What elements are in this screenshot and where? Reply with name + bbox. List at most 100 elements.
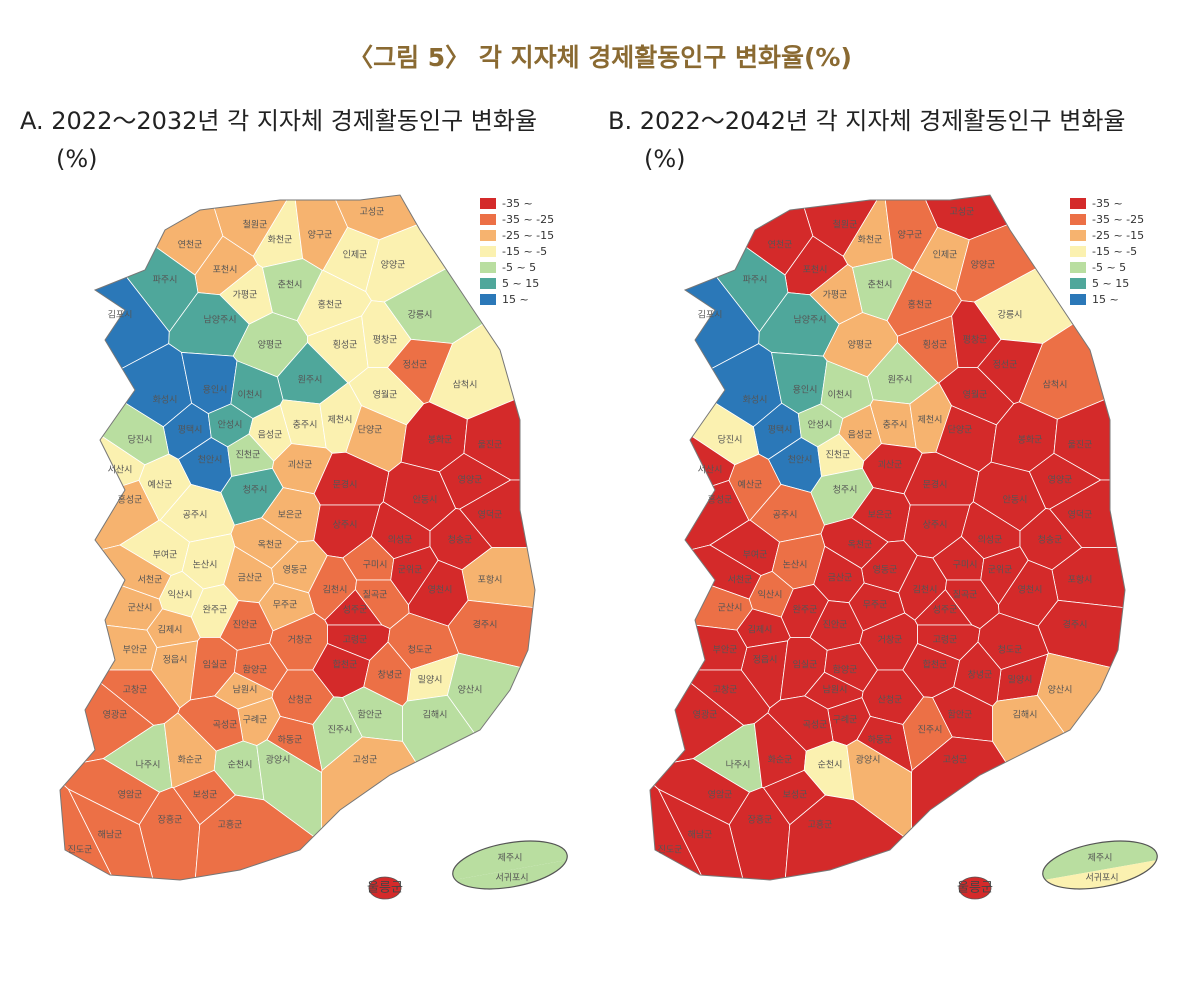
region-label: 강릉시	[408, 310, 433, 321]
region-label: 김천시	[913, 584, 938, 596]
region-label: 이천시	[828, 390, 853, 401]
region-label: 울진군	[1068, 440, 1093, 451]
region-label: 밀양시	[418, 674, 443, 686]
region-label: 춘천시	[278, 280, 303, 291]
region-label: 칠곡군	[363, 590, 388, 601]
region-label: 철원군	[243, 220, 268, 231]
legend-label: -35 ~	[502, 197, 533, 210]
region-label: 영월군	[373, 389, 398, 401]
region-label: 구미시	[953, 560, 978, 571]
region-label: 무주군	[863, 600, 888, 611]
region	[138, 786, 201, 880]
region-label: 하동군	[278, 735, 303, 746]
region-label: 완주군	[203, 605, 228, 616]
region-label: 화성시	[153, 395, 178, 406]
region-label: 연천군	[768, 240, 793, 251]
coastline	[452, 840, 568, 890]
region	[402, 694, 535, 880]
legend-label: -35 ~	[1092, 197, 1123, 210]
region-label: 청송군	[1038, 535, 1063, 546]
region-label: 부안군	[713, 645, 738, 656]
region-label: 양구군	[898, 230, 923, 241]
legend-label: -25 ~ -15	[502, 229, 554, 242]
region-label: 영월군	[963, 389, 988, 401]
region-label: 성주군	[343, 605, 368, 616]
region-label: 포천시	[213, 265, 238, 276]
region-label: 군산시	[718, 603, 743, 614]
region-label: 삼척시	[453, 380, 478, 391]
region-label: 옥천군	[848, 540, 873, 551]
region-label: 서산시	[698, 465, 723, 476]
figure-title: 〈그림 5〉 각 지자체 경제활동인구 변화율(%)	[348, 43, 852, 72]
region-label: 포항시	[1068, 575, 1093, 586]
region-label: 공주시	[183, 510, 208, 521]
region-label: 진도군	[658, 845, 683, 856]
island	[449, 833, 570, 881]
region-label: 보성군	[783, 790, 808, 801]
region-label: 화순군	[178, 755, 203, 766]
region	[650, 767, 730, 880]
region-label: 인제군	[343, 250, 368, 261]
legend-label: -15 ~ -5	[1092, 245, 1137, 258]
region-label: 군위군	[988, 565, 1013, 576]
region-label: 양평군	[848, 340, 873, 351]
region-label: 영광군	[693, 709, 718, 721]
island	[958, 876, 992, 900]
region-label: 당진시	[128, 435, 153, 446]
region-label: 철원군	[833, 220, 858, 231]
region-label: 양양군	[381, 260, 406, 271]
region-label: 청송군	[448, 535, 473, 546]
region-label: 옥천군	[258, 540, 283, 551]
region-label: 산청군	[878, 695, 903, 706]
region-label: 진주시	[918, 725, 943, 736]
region-label: 음성군	[848, 430, 873, 441]
region-label: 울릉군	[367, 881, 403, 896]
region-label: 순천시	[228, 760, 253, 771]
region-label: 고령군	[933, 634, 958, 646]
region-label: 영암군	[708, 789, 733, 801]
region-label: 구례군	[833, 715, 858, 726]
region-label: 횡성군	[333, 339, 358, 351]
region-label: 화천군	[268, 235, 293, 246]
region-label: 함안군	[358, 710, 383, 721]
region-label: 장흥군	[158, 814, 183, 826]
region-label: 평창군	[963, 335, 988, 346]
region-label: 의성군	[388, 535, 413, 546]
legend-swatch	[480, 262, 496, 273]
region	[728, 786, 791, 880]
region-label: 원주시	[888, 375, 913, 386]
region-label: 광양시	[266, 754, 291, 766]
region-label: 서귀포시	[495, 873, 528, 884]
region-label: 창녕군	[968, 670, 993, 681]
region-label: 봉화군	[1018, 435, 1043, 446]
region-label: 인제군	[933, 250, 958, 261]
region-label: 양양군	[971, 260, 996, 271]
region	[780, 794, 955, 880]
region-label: 해남군	[688, 830, 713, 841]
region-label: 양평군	[258, 340, 283, 351]
region-label: 홍성군	[708, 494, 733, 506]
legend-label: -5 ~ 5	[502, 261, 536, 274]
region	[60, 767, 140, 880]
region-label: 영덕군	[478, 510, 503, 521]
region-label: 양산시	[458, 685, 483, 696]
region	[992, 694, 1125, 880]
region-label: 합천군	[923, 660, 948, 671]
region-label: 고창군	[713, 685, 738, 696]
region-label: 진안군	[233, 620, 258, 631]
region-label: 청도군	[998, 645, 1023, 656]
region-label: 논산시	[783, 560, 808, 571]
region-label: 단양군	[358, 425, 383, 436]
region-label: 고성군	[943, 755, 968, 766]
region-label: 당진시	[718, 435, 743, 446]
region-label: 삼척시	[1043, 380, 1068, 391]
jeju	[449, 833, 571, 897]
region-label: 영양군	[458, 475, 483, 486]
island	[1039, 833, 1160, 881]
region-label: 구미시	[363, 560, 388, 571]
region-label: 고성군	[360, 207, 385, 218]
regions	[60, 195, 535, 880]
region-label: 무주군	[273, 600, 298, 611]
region	[190, 794, 365, 880]
